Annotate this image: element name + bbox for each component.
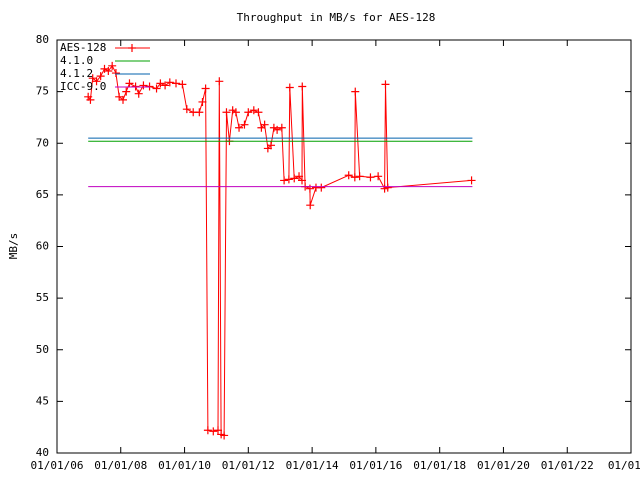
- legend-marker: [128, 44, 136, 52]
- point-marker: [122, 87, 131, 96]
- point-marker: [215, 77, 224, 86]
- point-marker: [351, 87, 360, 96]
- point-marker: [119, 95, 128, 104]
- point-marker: [134, 89, 143, 98]
- point-marker: [366, 173, 375, 182]
- point-marker: [374, 172, 383, 181]
- point-marker: [381, 80, 390, 89]
- point-marker: [104, 66, 113, 75]
- y-tick-label: 45: [36, 394, 49, 407]
- legend-label: 4.1.2: [60, 67, 93, 80]
- point-marker: [152, 84, 161, 93]
- point-marker: [161, 81, 170, 90]
- plot-border: [56, 39, 632, 454]
- point-marker: [284, 175, 293, 184]
- point-marker: [209, 427, 218, 436]
- x-tick-label: 01/01/14: [286, 459, 339, 472]
- y-axis-label: MB/s: [7, 233, 20, 260]
- y-tick-label: 55: [36, 291, 49, 304]
- y-tick-label: 40: [36, 446, 49, 459]
- x-tick-label: 01/01/20: [477, 459, 530, 472]
- point-marker: [298, 82, 307, 91]
- point-marker: [277, 123, 286, 132]
- point-marker: [125, 79, 134, 88]
- point-marker: [254, 108, 263, 117]
- point-marker: [172, 79, 181, 88]
- point-marker: [198, 97, 207, 106]
- point-marker: [231, 108, 240, 117]
- y-tick-label: 60: [36, 240, 49, 253]
- x-tick-label: 01/01/08: [94, 459, 147, 472]
- point-marker: [290, 174, 299, 183]
- x-tick-label: 01/01/12: [222, 459, 275, 472]
- series-line: [87, 64, 472, 437]
- point-marker: [235, 123, 244, 132]
- x-tick-label: 01/01/18: [413, 459, 466, 472]
- point-marker: [156, 79, 165, 88]
- x-tick-label: 01/01/10: [158, 459, 211, 472]
- point-marker: [350, 173, 359, 182]
- point-marker: [295, 172, 304, 181]
- point-marker: [100, 64, 109, 73]
- legend-label: 4.1.0: [60, 54, 93, 67]
- point-marker: [182, 105, 191, 114]
- point-marker: [108, 61, 117, 70]
- y-tick-label: 80: [36, 33, 49, 46]
- point-marker: [145, 82, 154, 91]
- point-marker: [96, 72, 105, 81]
- point-marker: [201, 84, 210, 93]
- y-tick-label: 50: [36, 343, 49, 356]
- point-marker: [305, 184, 314, 193]
- point-marker: [195, 108, 204, 117]
- point-marker: [249, 106, 258, 115]
- x-tick-label: 01/01/2: [608, 459, 640, 472]
- point-marker: [165, 78, 174, 87]
- legend-label: AES-128: [60, 41, 106, 54]
- point-marker: [273, 125, 282, 134]
- point-marker: [220, 431, 229, 440]
- point-marker: [222, 108, 231, 117]
- point-marker: [214, 426, 223, 435]
- point-marker: [355, 172, 364, 181]
- point-marker: [139, 81, 148, 90]
- point-marker: [298, 176, 307, 185]
- point-marker: [92, 77, 101, 86]
- point-marker: [260, 120, 269, 129]
- x-tick-label: 01/01/16: [349, 459, 402, 472]
- chart-title: Throughput in MB/s for AES-128: [237, 11, 436, 24]
- point-marker: [267, 141, 276, 150]
- point-marker: [240, 120, 249, 129]
- point-marker: [383, 183, 392, 192]
- point-marker: [317, 183, 326, 192]
- x-tick-label: 01/01/06: [31, 459, 84, 472]
- point-marker: [344, 171, 353, 180]
- legend-label: ICC-9.0: [60, 80, 106, 93]
- y-tick-label: 70: [36, 136, 49, 149]
- point-marker: [280, 176, 289, 185]
- y-tick-label: 75: [36, 85, 49, 98]
- point-marker: [178, 80, 187, 89]
- point-marker: [285, 83, 294, 92]
- point-marker: [203, 426, 212, 435]
- point-marker: [306, 201, 315, 210]
- point-marker: [244, 108, 253, 117]
- x-tick-label: 01/01/22: [541, 459, 594, 472]
- point-marker: [111, 69, 120, 78]
- point-marker: [86, 95, 95, 104]
- y-tick-label: 65: [36, 188, 49, 201]
- point-marker: [131, 82, 140, 91]
- point-marker: [467, 176, 476, 185]
